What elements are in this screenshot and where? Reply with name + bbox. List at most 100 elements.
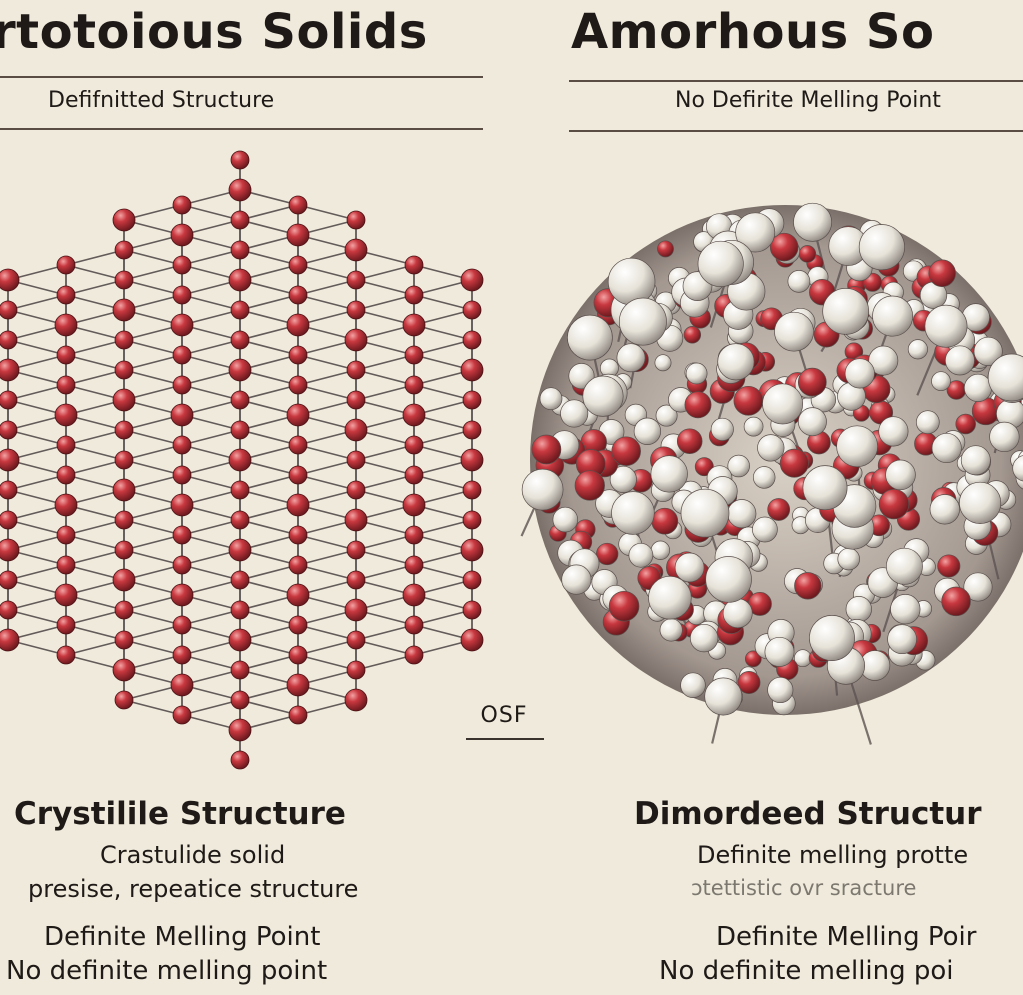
lattice-atom [288,345,308,365]
lattice-atom [288,615,308,635]
lattice-atom [288,435,308,455]
lattice-atom [230,510,250,530]
lattice-atom [288,375,308,395]
lattice-atom [228,268,252,292]
lattice-atom [346,570,366,590]
lattice-atom [0,420,18,440]
lattice-atom [402,583,426,607]
lattice-atom [56,525,76,545]
lattice-atom [56,375,76,395]
lattice-atom [346,480,366,500]
cluster-atom [710,417,734,441]
cluster-atom [963,572,993,602]
center-mark-rule [466,738,544,740]
cluster-atom [1012,455,1023,482]
cluster-atom [844,358,875,389]
cluster-atom [657,240,674,258]
lattice-atom [404,465,424,485]
cluster-atom [931,432,962,464]
lattice-atom [288,525,308,545]
cluster-atom [733,385,764,416]
cluster-atom [937,554,961,578]
cluster-atom [878,488,910,520]
lattice-atom [170,223,194,247]
cluster-atom [931,371,951,392]
cluster-atom [959,481,1002,524]
lattice-atom [56,615,76,635]
crystalline-caption-heading: Crystilile Structure [14,796,346,832]
lattice-atom [462,330,482,350]
lattice-atom [346,300,366,320]
cluster-atom [608,590,640,622]
lattice-atom [114,630,134,650]
lattice-atom [404,285,424,305]
lattice-atom [230,330,250,350]
cluster-atom [674,552,705,583]
cluster-atom [685,362,708,385]
crystalline-lattice [0,150,484,770]
cluster-atom [774,311,814,352]
amorphous-title: Amorhous So [571,4,935,60]
cluster-atom [822,288,870,335]
cluster-atom [836,425,878,468]
cluster-atom [616,343,646,373]
cluster-atom [787,270,811,293]
cluster-atom [963,373,993,402]
cluster-atom [722,598,753,629]
cluster-atom [651,507,679,535]
lattice-atom [288,645,308,665]
cluster-atom [845,596,872,623]
lattice-atom [0,300,18,320]
cluster-atom [676,428,703,454]
lattice-atom [230,600,250,620]
lattice-atom [56,345,76,365]
lattice-atom [462,390,482,410]
crystalline-subtitle: Defifnitted Structure [48,88,275,113]
lattice-atom [0,330,18,350]
amorphous-caption-line-1: Definite melling protte [697,841,969,869]
lattice-atom [170,313,194,337]
lattice-atom [114,510,134,530]
lattice-atom [288,195,308,215]
amorphous-caption-line-2: ɔtettistic ovr sracture [691,876,917,900]
lattice-atom [462,420,482,440]
lattice-atom [172,285,192,305]
cluster-atom [752,516,778,543]
lattice-atom [54,403,78,427]
lattice-atom [172,645,192,665]
cluster-atom [521,468,564,511]
amorphous-caption-line-3: Definite Melling Poir [716,922,977,952]
lattice-atom [346,630,366,650]
lattice-atom [230,690,250,710]
lattice-atom [402,403,426,427]
lattice-atom [54,313,78,337]
cluster-atom [704,677,743,716]
cluster-atom [680,488,730,538]
lattice-atom [230,390,250,410]
lattice-atom [230,240,250,260]
cluster-atom [633,417,662,445]
cluster-atom [611,491,655,535]
lattice-atom [344,238,368,262]
lattice-atom [56,555,76,575]
lattice-atom [230,570,250,590]
cluster-atom [837,547,860,571]
lattice-atom [0,480,18,500]
cluster-atom [767,676,794,704]
lattice-atom [286,403,310,427]
lattice-atom [0,390,18,410]
cluster-atom [743,416,764,437]
cluster-atom [582,375,624,417]
lattice-atom [288,705,308,725]
lattice-atom [404,645,424,665]
cluster-atom [764,636,795,667]
lattice-atom [56,285,76,305]
lattice-atom [346,360,366,380]
lattice-atom [0,538,20,562]
cluster-atom [648,575,692,620]
cluster-atom [802,465,848,511]
lattice-atom [286,313,310,337]
cluster-atom [858,224,905,271]
lattice-atom [114,450,134,470]
